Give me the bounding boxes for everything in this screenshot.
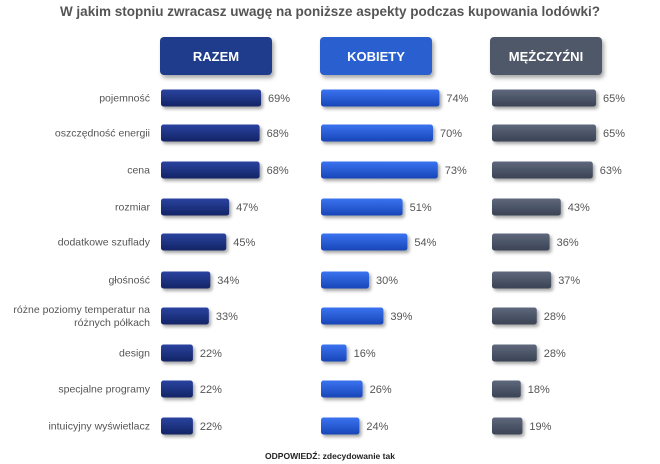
bar [492,161,593,179]
category-label: pojemność [99,93,150,105]
bar-chart: pojemność oszczędność energii cena rozmiar d… [13,89,625,435]
data-label: 39% [390,311,412,323]
bar [492,124,596,142]
data-label: 19% [529,421,551,433]
bar [492,417,523,435]
data-label: 74% [446,93,468,105]
category-label: design [119,348,150,360]
bar [321,344,347,362]
data-label: 63% [600,165,622,177]
data-label: 68% [267,165,289,177]
data-label: 43% [568,202,590,214]
bar [161,124,260,142]
bar [321,307,384,325]
category-label: specjalne programy [58,384,150,396]
data-label: 70% [440,128,462,140]
series-header-kobiety: KOBIETY [320,37,432,75]
bar [492,198,561,216]
data-label: 30% [376,275,398,287]
category-label: rozmiar [115,202,151,214]
data-label: 26% [370,384,392,396]
bar [161,271,211,289]
bar [161,380,193,398]
data-label: 51% [410,202,432,214]
bar [161,89,262,107]
bar [321,198,403,216]
series-header-razem: RAZEM [160,37,272,75]
bar [321,417,360,435]
chart-title: W jakim stopniu zwracasz uwagę na poniżs… [59,4,601,19]
category-label: oszczędność energii [55,128,150,140]
data-label: 22% [200,348,222,360]
category-label: głośność [109,275,150,287]
bar [321,271,369,289]
data-label: 36% [557,237,579,249]
bar [492,89,596,107]
data-label: 24% [366,421,388,433]
footnote: ODPOWIEDŹ: zdecydowanie tak [265,451,395,461]
data-label: 69% [268,93,290,105]
category-label: cena [127,165,150,177]
bar [321,124,433,142]
bar [161,198,230,216]
bar [492,380,521,398]
data-label: 54% [414,237,436,249]
data-label: 28% [544,311,566,323]
data-label: 65% [603,128,625,140]
bar [161,161,260,179]
bar [492,344,537,362]
category-label: intuicyjny wyświetlacz [48,421,150,433]
data-label: 47% [236,202,258,214]
category-label: dodatkowe szuflady [58,237,151,249]
data-label: 45% [233,237,255,249]
data-label: 18% [528,384,550,396]
data-label: 22% [200,421,222,433]
bar [492,271,552,289]
bar [492,233,550,251]
bar [161,307,209,325]
data-label: 73% [445,165,467,177]
bar [492,307,537,325]
data-label: 34% [217,275,239,287]
data-label: 33% [216,311,238,323]
bar [321,161,438,179]
data-label: 37% [558,275,580,287]
bar [321,89,440,107]
data-label: 22% [200,384,222,396]
data-label: 16% [354,348,376,360]
bar [161,417,193,435]
bar [321,233,408,251]
category-label: różne poziomy temperatur na różnych półka… [13,304,150,329]
bar [321,380,363,398]
data-label: 28% [544,348,566,360]
series-header-mezczyzni: MĘŻCZYŹNI [490,37,602,75]
data-label: 68% [267,128,289,140]
bar [161,344,193,362]
data-label: 65% [603,93,625,105]
bar [161,233,227,251]
